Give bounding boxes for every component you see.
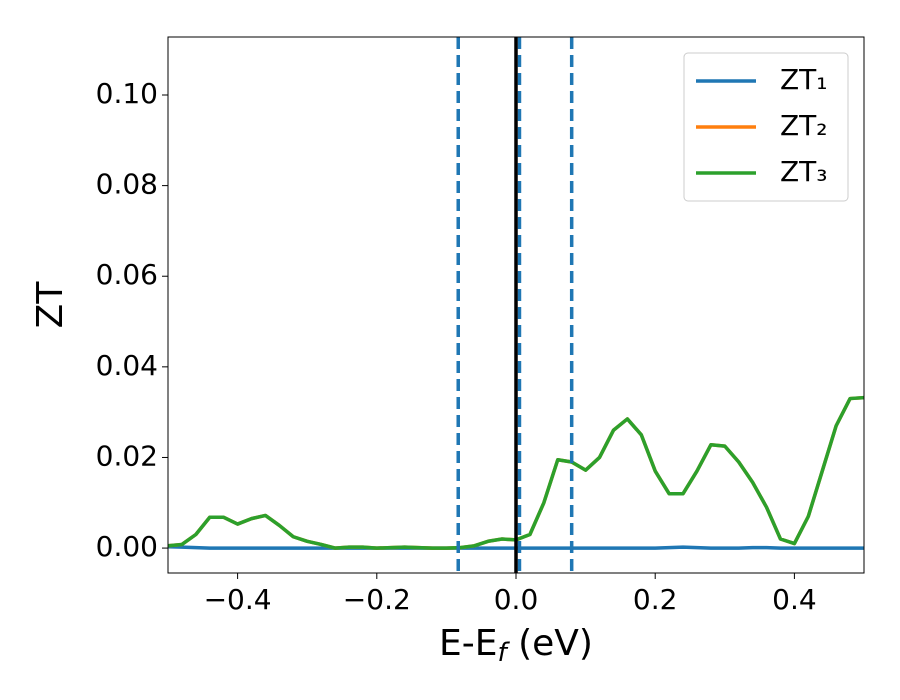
x-label-part: E-E bbox=[439, 623, 497, 664]
y-tick-label: 0.10 bbox=[96, 77, 158, 110]
legend-label: ZT₁ bbox=[780, 63, 828, 96]
y-axis-label: ZT bbox=[30, 281, 71, 329]
x-tick-label: −0.4 bbox=[204, 583, 272, 616]
y-tick-label: 0.08 bbox=[96, 168, 158, 201]
x-tick-label: −0.2 bbox=[343, 583, 411, 616]
legend-label: ZT₃ bbox=[780, 155, 828, 188]
x-tick-label: 0.0 bbox=[494, 583, 539, 616]
x-label-part: (eV) bbox=[507, 623, 593, 664]
x-tick-label: 0.4 bbox=[772, 583, 817, 616]
x-tick-label: 0.2 bbox=[633, 583, 678, 616]
x-axis-label: E-Ef (eV) bbox=[439, 623, 593, 668]
y-tick-label: 0.06 bbox=[96, 258, 158, 291]
plot-area bbox=[168, 37, 864, 573]
y-tick-label: 0.04 bbox=[96, 349, 158, 382]
legend-box bbox=[683, 52, 849, 202]
y-tick-label: 0.00 bbox=[96, 530, 158, 563]
plot-frame bbox=[167, 36, 865, 574]
legend-label: ZT₂ bbox=[780, 109, 828, 142]
y-tick-label: 0.02 bbox=[96, 439, 158, 472]
